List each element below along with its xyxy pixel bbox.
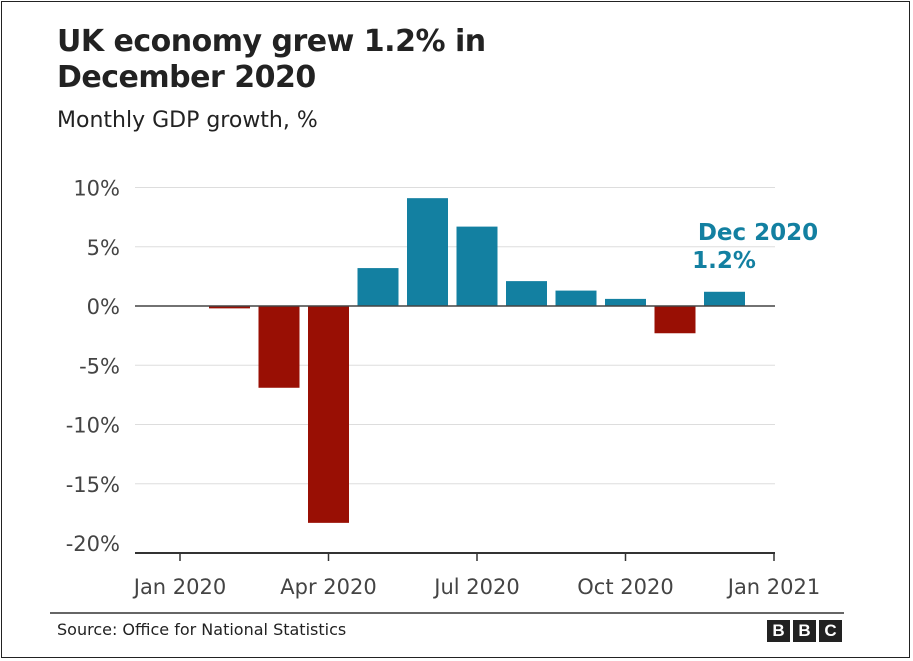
x-tick-label: Jul 2020 [432,575,519,599]
x-tick-label: Jan 2020 [132,575,227,599]
bar-aug-2020 [506,281,547,306]
bar-dec-2020 [704,291,745,306]
bar-feb-2020 [209,306,250,309]
chart-subtitle: Monthly GDP growth, % [57,108,318,133]
bar-mar-2020 [258,306,300,388]
x-tick-label: Oct 2020 [577,575,673,599]
y-tick-label: 5% [87,236,120,260]
footer-divider [50,612,844,614]
x-tick-label: Apr 2020 [280,575,376,599]
bar-jun-2020 [407,198,448,306]
source-text: Source: Office for National Statistics [57,620,347,639]
x-tick-label: Jan 2021 [726,575,821,599]
bar-jul-2020 [456,226,498,306]
annotation-label: Dec 2020 [698,220,818,246]
bar-may-2020 [357,268,399,306]
chart-title: UK economy grew 1.2% in December 2020 [57,24,486,95]
y-tick-label: -15% [66,473,120,497]
y-tick-label: -5% [79,354,120,378]
bar-nov-2020 [654,306,696,334]
bar-sep-2020 [555,290,597,306]
bar-apr-2020 [308,306,349,523]
y-tick-label: 10% [73,177,120,201]
y-tick-label: 0% [87,295,120,319]
annotation-value: 1.2% [692,248,756,274]
y-tick-label: -10% [66,414,120,438]
y-tick-label: -20% [66,532,120,556]
bar-oct-2020 [605,298,646,306]
